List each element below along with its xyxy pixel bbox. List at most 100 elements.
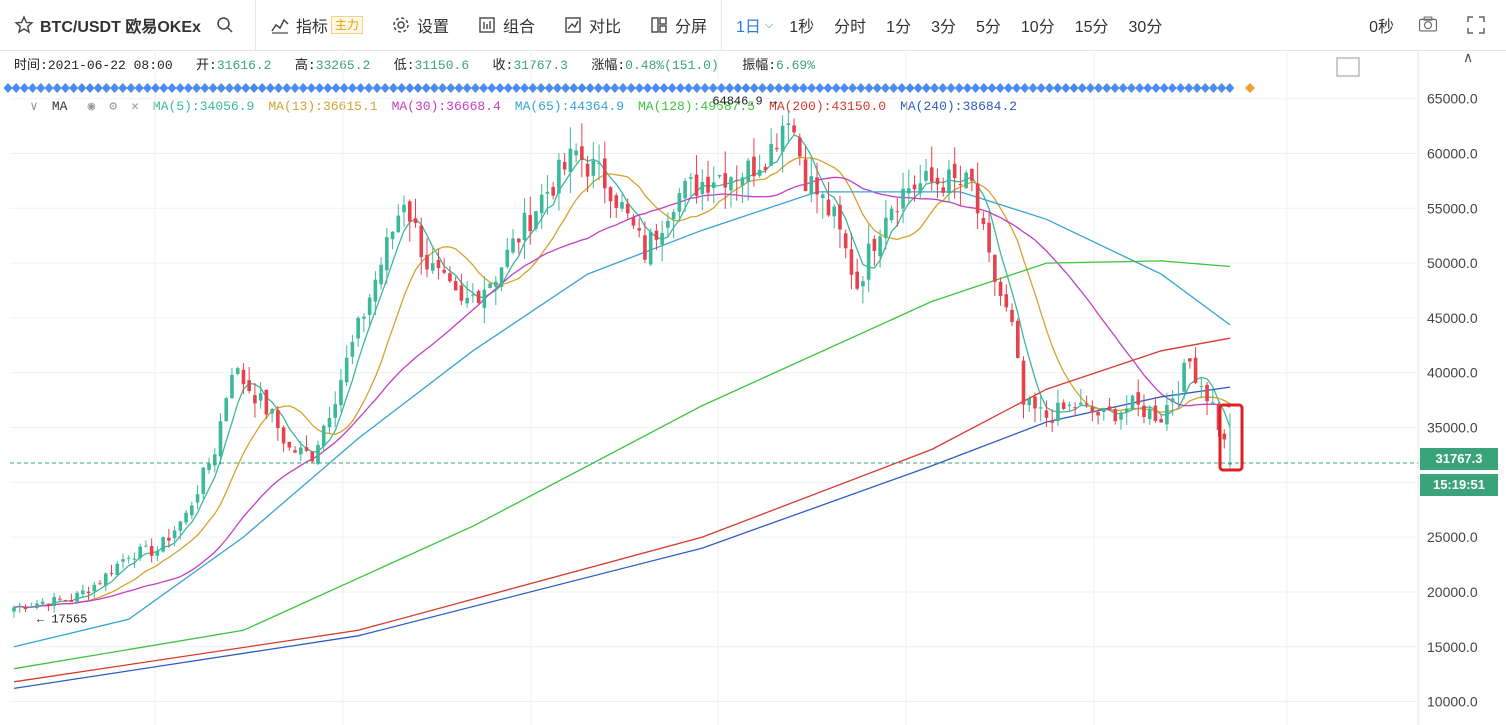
candle-body bbox=[1004, 294, 1009, 308]
period-tab-3m[interactable]: 3分 bbox=[931, 19, 956, 36]
candle-body bbox=[775, 147, 779, 150]
candle-body bbox=[241, 369, 246, 385]
candle bbox=[1056, 389, 1060, 426]
candle-body bbox=[1044, 410, 1049, 418]
diamond-marker bbox=[298, 83, 308, 93]
diamond-marker bbox=[118, 83, 128, 93]
compare-button[interactable]: 对比 bbox=[549, 0, 635, 50]
candle bbox=[23, 604, 28, 613]
candle-body bbox=[287, 441, 292, 448]
chevron-down-icon[interactable]: ⌵ bbox=[764, 18, 774, 31]
candle-body bbox=[924, 170, 928, 181]
search-icon[interactable] bbox=[215, 15, 235, 35]
combo-button[interactable]: 组合 bbox=[463, 0, 549, 50]
star-icon[interactable] bbox=[14, 15, 34, 35]
diamond-marker bbox=[921, 83, 931, 93]
diamond-marker bbox=[1225, 83, 1235, 93]
diamond-marker bbox=[265, 83, 275, 93]
diamond-marker bbox=[1044, 83, 1054, 93]
candle-body bbox=[1165, 405, 1169, 425]
candle-body bbox=[505, 249, 510, 267]
period-tab-15m[interactable]: 15分 bbox=[1074, 19, 1109, 36]
candle bbox=[832, 204, 837, 229]
price-chart[interactable]: 65000.0 60000.0 55000.0 50000.0 45000.0 40000… bbox=[0, 50, 1506, 725]
y-tick-label: 65000.0 bbox=[1427, 91, 1478, 107]
y-tick-label: 20000.0 bbox=[1427, 584, 1478, 600]
collapse-chevron-icon[interactable]: ∨ bbox=[30, 99, 38, 114]
candle bbox=[1182, 359, 1186, 400]
candle-body bbox=[459, 285, 464, 301]
diamond-marker bbox=[864, 83, 874, 93]
diamond-marker bbox=[101, 83, 111, 93]
indicators-button[interactable]: 指标 主力 bbox=[256, 0, 377, 50]
diamond-marker bbox=[1036, 83, 1046, 93]
candle bbox=[929, 146, 934, 191]
candle-body bbox=[1124, 408, 1129, 413]
candle-body bbox=[1199, 386, 1204, 388]
candle bbox=[195, 485, 200, 510]
compare-label: 对比 bbox=[588, 19, 621, 36]
settings-button[interactable]: 设置 bbox=[377, 0, 463, 50]
candle bbox=[1038, 393, 1043, 422]
diamond-marker bbox=[856, 83, 866, 93]
high-label: 高: bbox=[294, 58, 316, 73]
candle bbox=[58, 595, 62, 602]
period-tab-1m[interactable]: 1分 bbox=[886, 19, 912, 36]
candle bbox=[723, 151, 728, 209]
candle bbox=[494, 276, 498, 306]
period-tab-5m[interactable]: 5分 bbox=[975, 19, 1001, 36]
candle-body bbox=[539, 194, 544, 214]
candle bbox=[786, 110, 791, 144]
candle bbox=[780, 115, 785, 173]
camera-icon[interactable] bbox=[1418, 14, 1444, 36]
candle-body bbox=[677, 193, 682, 212]
candle-body bbox=[1136, 392, 1141, 405]
period-tab-30m[interactable]: 30分 bbox=[1128, 19, 1163, 36]
diamond-marker bbox=[208, 83, 218, 93]
candle bbox=[964, 169, 968, 189]
candle-body bbox=[430, 263, 435, 271]
period-tab-10m[interactable]: 10分 bbox=[1020, 19, 1055, 36]
gear-icon[interactable]: ⚙ bbox=[109, 99, 118, 114]
candle-body bbox=[608, 187, 613, 202]
period-tab-1s[interactable]: 1秒 bbox=[789, 19, 815, 36]
candle bbox=[241, 363, 246, 395]
eye-icon[interactable]: ◉ bbox=[87, 99, 96, 114]
compare-icon bbox=[563, 15, 583, 35]
candle bbox=[631, 214, 636, 230]
close-icon[interactable]: ✕ bbox=[131, 99, 139, 114]
fullscreen-icon[interactable] bbox=[1466, 15, 1486, 35]
candle-body bbox=[1061, 402, 1066, 409]
diamond-marker bbox=[1028, 83, 1038, 93]
candle bbox=[580, 123, 584, 178]
candle-body bbox=[528, 215, 533, 232]
period-tab-1d[interactable]: 1日 bbox=[736, 19, 761, 36]
candle bbox=[826, 181, 831, 217]
candle bbox=[1004, 284, 1009, 312]
candle bbox=[327, 406, 332, 434]
candle-body bbox=[419, 225, 424, 258]
candle bbox=[591, 141, 596, 189]
symbol-selector[interactable]: BTC/USDT 欧易OKEx bbox=[0, 0, 255, 50]
candle-body bbox=[178, 521, 183, 531]
candle-body bbox=[689, 177, 693, 179]
candle-body bbox=[17, 605, 22, 607]
candle bbox=[167, 529, 171, 548]
candle bbox=[276, 405, 280, 441]
candle bbox=[660, 220, 664, 262]
diamond-marker bbox=[421, 83, 431, 93]
diamond-marker bbox=[110, 83, 120, 93]
diamond-marker bbox=[142, 83, 152, 93]
candle-body bbox=[344, 357, 349, 383]
diamond-marker bbox=[380, 83, 390, 93]
candle-body bbox=[276, 410, 280, 429]
candle bbox=[643, 221, 647, 264]
period-tab-timeshare[interactable]: 分时 bbox=[834, 19, 867, 36]
candle bbox=[52, 592, 56, 613]
diamond-marker bbox=[126, 83, 136, 93]
split-screen-button[interactable]: 分屏 bbox=[635, 0, 721, 50]
candle bbox=[258, 382, 263, 409]
candle-body bbox=[264, 389, 269, 415]
diamond-marker bbox=[183, 83, 193, 93]
candle bbox=[373, 271, 378, 316]
